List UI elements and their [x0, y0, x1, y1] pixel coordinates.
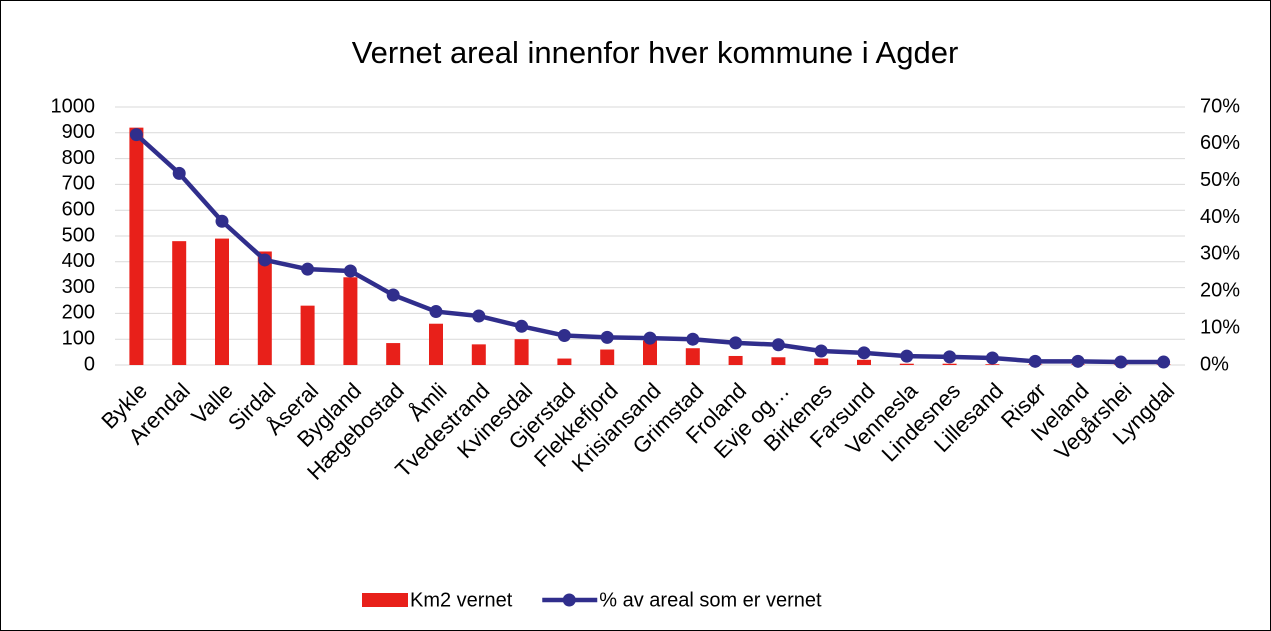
line-marker — [814, 344, 828, 358]
legend-label: Km2 vernet — [410, 589, 513, 611]
y-tick-label: 300 — [62, 276, 95, 298]
line-marker — [729, 336, 743, 350]
line-marker — [600, 330, 614, 344]
y-tick-label: 200 — [62, 302, 95, 324]
y2-tick-label: 70% — [1200, 95, 1240, 117]
bar — [172, 241, 187, 365]
y-tick-label: 0 — [84, 353, 95, 375]
y-tick-label: 1000 — [51, 95, 96, 117]
y-tick-label: 800 — [62, 147, 95, 169]
bar — [857, 359, 871, 365]
y2-tick-label: 10% — [1200, 316, 1240, 338]
line-marker — [258, 253, 272, 267]
y-tick-label: 400 — [62, 250, 95, 272]
y2-tick-label: 20% — [1200, 280, 1240, 302]
line-marker — [386, 288, 400, 302]
bar — [471, 344, 486, 365]
line-marker — [429, 305, 443, 319]
bar — [343, 277, 358, 365]
bar — [899, 363, 914, 365]
legend-label: % av areal som er vernet — [599, 589, 822, 611]
bar — [514, 339, 529, 365]
bar — [600, 349, 615, 365]
line-marker — [943, 350, 957, 364]
y-tick-label: 600 — [62, 198, 95, 220]
legend-swatch — [362, 593, 408, 607]
line-marker — [129, 128, 143, 142]
line-marker — [985, 351, 999, 365]
y2-tick-label: 60% — [1200, 132, 1240, 154]
line-marker — [515, 319, 529, 333]
bar — [685, 348, 700, 365]
bar — [300, 305, 315, 365]
chart-title: Vernet areal innenfor hver kommune i Agd… — [352, 35, 959, 70]
bar — [814, 358, 829, 365]
y2-tick-label: 0% — [1200, 353, 1229, 375]
line-marker — [686, 332, 700, 346]
bar — [429, 323, 443, 365]
bar — [215, 238, 229, 365]
line-marker — [1071, 354, 1085, 368]
line-marker — [1114, 355, 1128, 369]
line-marker — [857, 346, 871, 360]
bar — [985, 364, 1000, 365]
line-marker — [301, 262, 315, 276]
line-marker — [215, 214, 229, 228]
line-marker — [900, 349, 914, 363]
line-marker — [771, 338, 785, 352]
bar — [942, 363, 957, 365]
line-marker — [472, 309, 486, 323]
bar — [643, 340, 657, 365]
y-tick-label: 900 — [62, 121, 95, 143]
y-tick-label: 700 — [62, 173, 95, 195]
line-marker — [1028, 354, 1042, 368]
bar — [557, 358, 572, 365]
line-marker — [172, 166, 186, 180]
y2-tick-label: 50% — [1200, 169, 1240, 191]
line-marker — [643, 331, 657, 345]
legend-swatch — [562, 593, 576, 607]
bar — [771, 357, 786, 365]
y-tick-label: 500 — [62, 224, 95, 246]
line-marker — [343, 264, 357, 278]
y-tick-label: 100 — [62, 327, 95, 349]
y2-tick-label: 40% — [1200, 206, 1240, 228]
bar — [257, 251, 272, 365]
bar — [386, 343, 401, 365]
line-marker — [1157, 355, 1171, 369]
bar — [728, 355, 743, 365]
bar — [129, 127, 144, 365]
y2-tick-label: 30% — [1200, 243, 1240, 265]
line-marker — [557, 329, 571, 343]
